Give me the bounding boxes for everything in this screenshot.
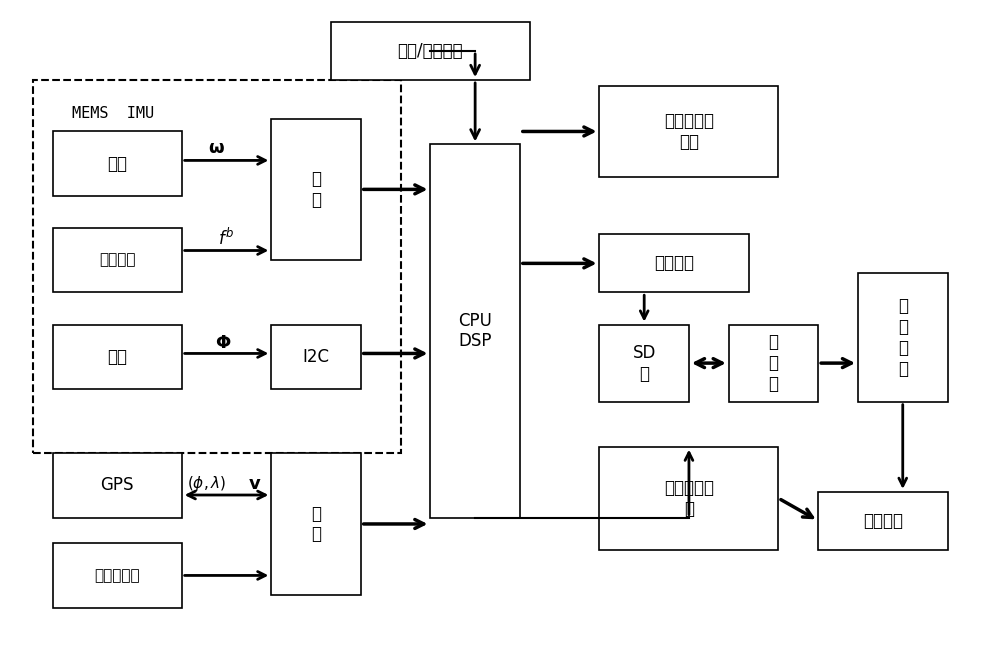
FancyBboxPatch shape bbox=[271, 453, 361, 594]
FancyBboxPatch shape bbox=[599, 447, 778, 550]
FancyBboxPatch shape bbox=[599, 324, 689, 402]
Text: GPS: GPS bbox=[100, 476, 134, 495]
Text: 数据分析: 数据分析 bbox=[863, 512, 903, 530]
Text: 驾驶等级评
定: 驾驶等级评 定 bbox=[664, 479, 714, 518]
FancyBboxPatch shape bbox=[271, 324, 361, 389]
Text: 语音及报警
模块: 语音及报警 模块 bbox=[664, 112, 714, 151]
Text: $\mathbf{\Phi}$: $\mathbf{\Phi}$ bbox=[215, 334, 232, 352]
FancyBboxPatch shape bbox=[53, 132, 182, 196]
FancyBboxPatch shape bbox=[53, 543, 182, 607]
Text: $(\phi,\lambda)$: $(\phi,\lambda)$ bbox=[187, 474, 226, 493]
Text: I2C: I2C bbox=[303, 348, 330, 365]
Text: $f^b$: $f^b$ bbox=[218, 227, 235, 249]
FancyBboxPatch shape bbox=[53, 324, 182, 389]
FancyBboxPatch shape bbox=[271, 119, 361, 260]
FancyBboxPatch shape bbox=[599, 86, 778, 177]
Text: 陀螺: 陀螺 bbox=[107, 154, 127, 173]
Text: $\mathbf{\omega}$: $\mathbf{\omega}$ bbox=[208, 139, 225, 157]
FancyBboxPatch shape bbox=[53, 453, 182, 517]
Text: CPU
DSP: CPU DSP bbox=[458, 312, 492, 350]
FancyBboxPatch shape bbox=[729, 324, 818, 402]
Text: 串
口: 串 口 bbox=[311, 504, 321, 543]
FancyBboxPatch shape bbox=[599, 234, 749, 292]
FancyBboxPatch shape bbox=[818, 492, 948, 550]
FancyBboxPatch shape bbox=[858, 273, 948, 402]
Text: 计
算
机: 计 算 机 bbox=[768, 334, 778, 393]
Text: 串
口: 串 口 bbox=[311, 170, 321, 209]
Text: SD
卡: SD 卡 bbox=[633, 344, 656, 382]
Text: 数
据
解
密: 数 据 解 密 bbox=[898, 297, 908, 378]
FancyBboxPatch shape bbox=[53, 228, 182, 292]
Text: 指纹/刷卡认证: 指纹/刷卡认证 bbox=[398, 42, 463, 60]
FancyBboxPatch shape bbox=[430, 144, 520, 517]
Text: $\mathbf{v}$: $\mathbf{v}$ bbox=[248, 475, 261, 493]
Text: MEMS  IMU: MEMS IMU bbox=[72, 106, 155, 121]
Text: 地磁: 地磁 bbox=[107, 348, 127, 365]
Text: 温度传感器: 温度传感器 bbox=[94, 568, 140, 583]
FancyBboxPatch shape bbox=[331, 22, 530, 80]
Text: 加速度计: 加速度计 bbox=[99, 252, 135, 267]
Text: 数据加密: 数据加密 bbox=[654, 254, 694, 273]
